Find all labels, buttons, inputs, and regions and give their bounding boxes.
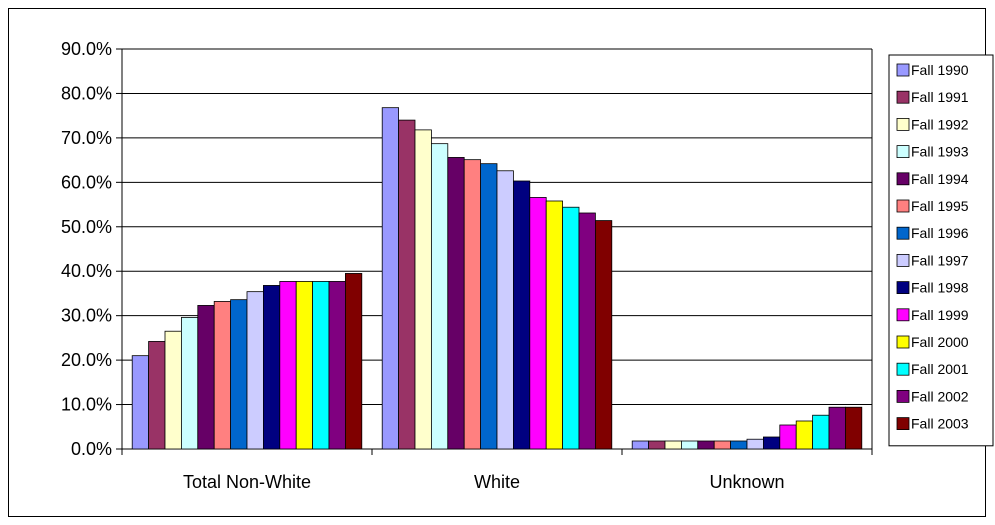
- bar: [828, 406, 846, 450]
- legend-swatch: [896, 90, 910, 104]
- bar: [681, 440, 699, 450]
- y-tick-label: 90.0%: [61, 39, 112, 59]
- bar: [763, 436, 781, 450]
- y-tick-label: 40.0%: [61, 261, 112, 281]
- bar: [648, 440, 666, 450]
- legend-swatch: [896, 281, 910, 295]
- bar: [230, 299, 248, 450]
- legend-swatch: [896, 308, 910, 322]
- legend-swatch: [896, 417, 910, 431]
- bar: [845, 406, 863, 450]
- legend-label: Fall 1994: [911, 171, 969, 187]
- bar: [812, 414, 830, 450]
- bar: [631, 440, 650, 450]
- bar: [664, 440, 682, 450]
- y-tick-label: 10.0%: [61, 395, 112, 415]
- legend-label: Fall 2003: [911, 416, 969, 432]
- legend-swatch: [896, 172, 910, 186]
- y-tick-label: 20.0%: [61, 350, 112, 370]
- bar: [795, 420, 814, 450]
- y-tick-label: 80.0%: [61, 83, 112, 103]
- bar: [697, 440, 715, 450]
- bar: [513, 180, 531, 450]
- legend-swatch: [896, 226, 910, 240]
- y-tick-label: 50.0%: [61, 217, 112, 237]
- legend-label: Fall 2000: [911, 334, 969, 350]
- legend-swatch: [896, 118, 910, 131]
- legend-label: Fall 1993: [911, 144, 969, 160]
- legend-swatch: [896, 335, 910, 349]
- bar: [213, 301, 231, 450]
- x-category-label: Total Non-White: [183, 472, 311, 492]
- legend: [888, 54, 994, 447]
- bar: [713, 440, 732, 450]
- bar: [545, 200, 564, 450]
- bar: [595, 220, 613, 450]
- bar: [148, 341, 166, 450]
- legend-label: Fall 1995: [911, 198, 969, 214]
- legend-swatch: [896, 253, 910, 267]
- bar: [414, 129, 432, 450]
- legend-label: Fall 1997: [911, 252, 969, 268]
- legend-label: Fall 1999: [911, 307, 969, 323]
- bar: [578, 212, 596, 450]
- bar: [398, 119, 416, 450]
- legend-swatch: [896, 145, 910, 159]
- bar: [730, 440, 748, 450]
- bar: [246, 291, 264, 450]
- legend-swatch: [896, 389, 910, 403]
- legend-label: Fall 1998: [911, 280, 969, 296]
- bar: [562, 206, 580, 450]
- bar: [463, 159, 482, 450]
- y-tick-label: 70.0%: [61, 128, 112, 148]
- bar: [262, 285, 281, 450]
- bar: [480, 163, 498, 450]
- legend-label: Fall 1996: [911, 225, 969, 241]
- legend-label: Fall 1991: [911, 89, 969, 105]
- bar: [496, 170, 514, 450]
- bar: [344, 273, 363, 450]
- bar: [164, 330, 182, 450]
- bar: [447, 157, 465, 450]
- legend-label: Fall 2002: [911, 388, 969, 404]
- legend-label: Fall 1992: [911, 116, 969, 132]
- bar: [197, 305, 215, 450]
- bar: [430, 143, 449, 450]
- legend-label: Fall 1990: [911, 62, 969, 78]
- bar: [131, 355, 149, 450]
- bar: [312, 281, 330, 450]
- legend-swatch: [896, 63, 910, 77]
- y-tick-label: 60.0%: [61, 172, 112, 192]
- bar: [328, 281, 346, 450]
- legend-label: Fall 2001: [911, 361, 969, 377]
- bar: [529, 197, 547, 450]
- bar: [180, 317, 199, 450]
- x-category-label: Unknown: [709, 472, 784, 492]
- bar: [746, 438, 764, 450]
- legend-swatch: [896, 199, 910, 213]
- y-tick-label: 0.0%: [71, 439, 112, 459]
- y-tick-label: 30.0%: [61, 306, 112, 326]
- bar: [295, 281, 314, 450]
- bar: [779, 424, 797, 450]
- legend-swatch: [896, 362, 910, 376]
- bar: [279, 281, 297, 450]
- x-category-label: White: [474, 472, 520, 492]
- bar: [381, 107, 400, 450]
